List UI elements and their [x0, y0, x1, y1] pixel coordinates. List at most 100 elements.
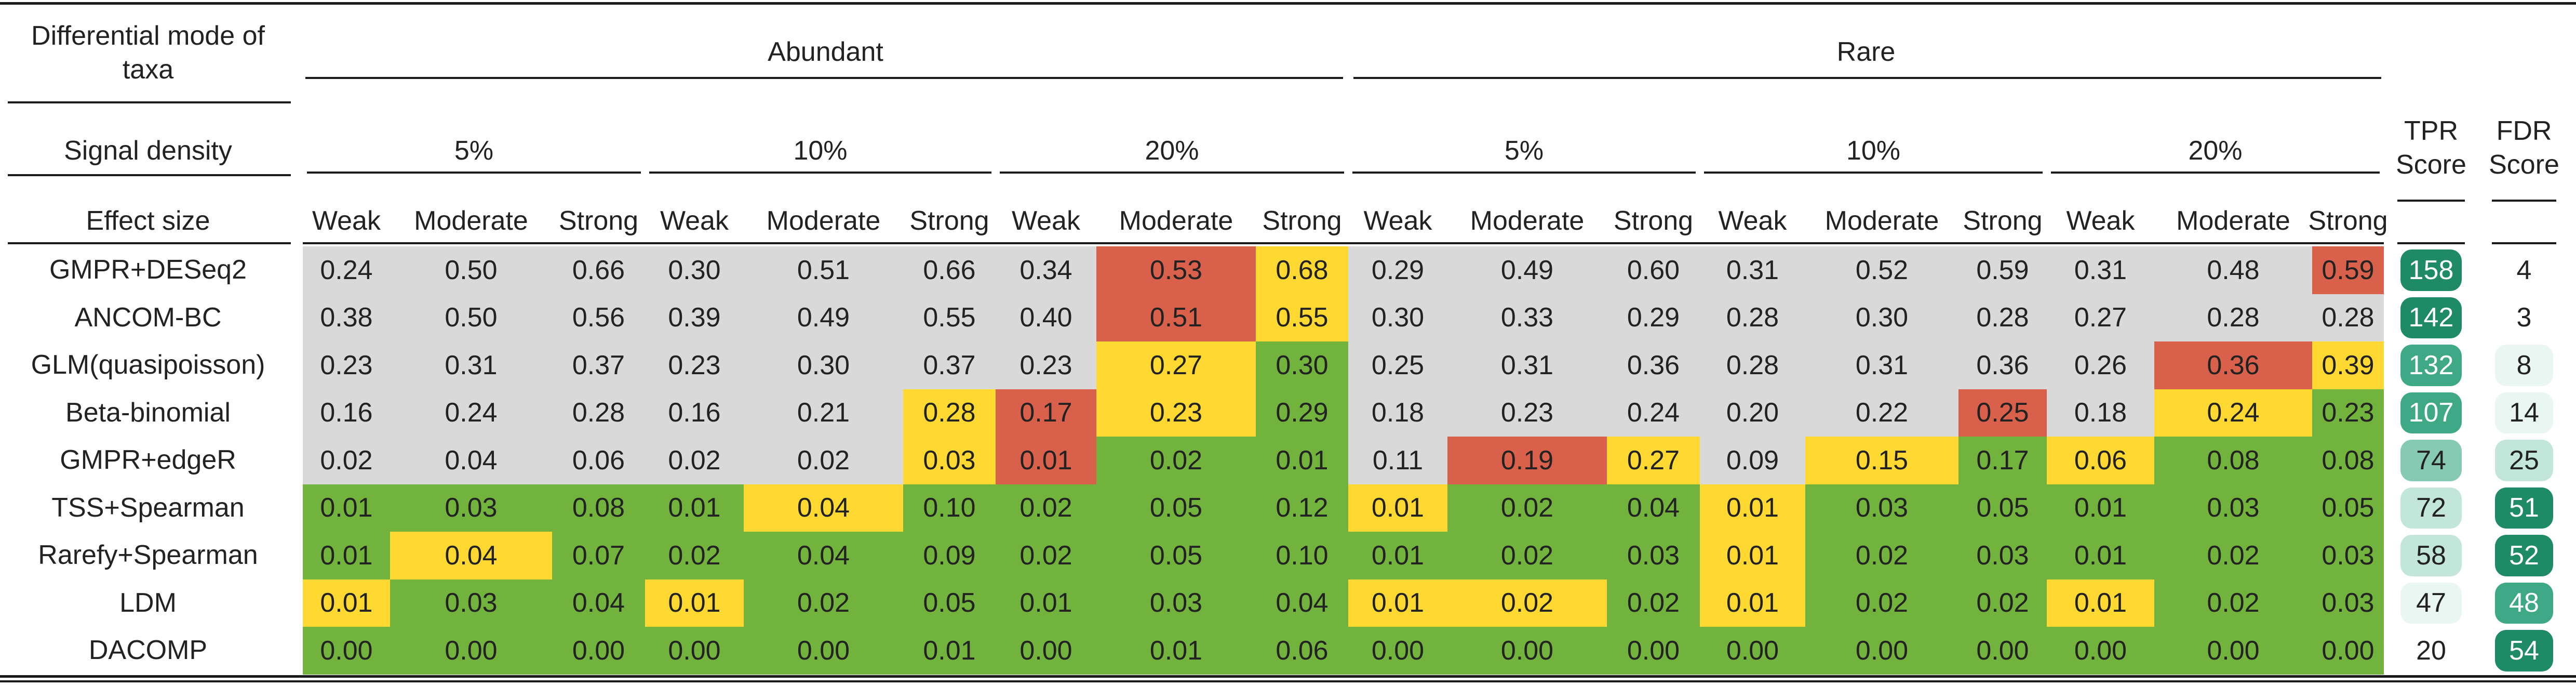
value-cell: 0.25 [1958, 389, 2047, 437]
density-rule-2 [649, 172, 991, 174]
effect-6: Strong [909, 205, 989, 236]
value-cell: 0.01 [1348, 532, 1447, 579]
fdr-score: 14 [2495, 392, 2553, 433]
value-cell: 0.03 [2312, 579, 2384, 627]
value-cell: 0.60 [1607, 246, 1700, 294]
tpr-score: 20 [2416, 635, 2446, 666]
effect-9: Strong [1262, 205, 1342, 236]
fdr-score: 25 [2495, 440, 2553, 481]
value-cell: 0.04 [744, 532, 903, 579]
value-cell: 0.24 [303, 246, 390, 294]
value-cell: 0.36 [1607, 341, 1700, 389]
label-rule-1 [8, 101, 291, 103]
value-cell: 0.00 [303, 627, 390, 675]
value-cell: 0.28 [552, 389, 645, 437]
value-cell: 0.23 [2312, 389, 2384, 437]
value-cell: 0.09 [903, 532, 996, 579]
value-cell: 0.66 [903, 246, 996, 294]
value-cell: 0.01 [1348, 579, 1447, 627]
density-4: 5% [1504, 135, 1544, 166]
value-cell: 0.03 [2312, 532, 2384, 579]
value-cell: 0.23 [303, 341, 390, 389]
value-cell: 0.02 [996, 532, 1096, 579]
value-cell: 0.02 [303, 437, 390, 484]
value-cell: 0.06 [2047, 437, 2154, 484]
value-cell: 0.30 [744, 341, 903, 389]
fdr-score: 48 [2495, 582, 2553, 624]
method-label: LDM [119, 587, 177, 618]
value-cell: 0.06 [552, 437, 645, 484]
value-cell: 0.29 [1256, 389, 1348, 437]
method-label: TSS+Spearman [51, 492, 245, 523]
value-cell: 0.51 [1096, 294, 1256, 341]
effect-15: Strong [1963, 205, 2043, 236]
value-cell: 0.02 [645, 532, 744, 579]
value-cell: 0.50 [390, 294, 552, 341]
density-2: 10% [793, 135, 848, 166]
value-cell: 0.01 [1700, 579, 1805, 627]
value-cell: 0.30 [1348, 294, 1447, 341]
value-cell: 0.01 [903, 627, 996, 675]
abundant-header: Abundant [768, 36, 883, 67]
value-cell: 0.01 [1700, 484, 1805, 532]
value-cell: 0.05 [1096, 484, 1256, 532]
value-cell: 0.27 [2047, 294, 2154, 341]
value-cell: 0.01 [1096, 627, 1256, 675]
tpr-rule-2 [2397, 242, 2465, 244]
fdr-score: 51 [2495, 487, 2553, 529]
value-cell: 0.16 [645, 389, 744, 437]
effect-2: Moderate [414, 205, 528, 236]
density-rule-1 [307, 172, 641, 174]
effect-17: Moderate [2176, 205, 2290, 236]
value-cell: 0.00 [1700, 627, 1805, 675]
tpr-rule [2397, 200, 2465, 202]
value-cell: 0.02 [1607, 579, 1700, 627]
effect-5: Moderate [766, 205, 881, 236]
value-cell: 0.00 [1805, 627, 1958, 675]
effect-3: Strong [558, 205, 639, 236]
value-cell: 0.24 [1607, 389, 1700, 437]
value-cell: 0.00 [2047, 627, 2154, 675]
value-cell: 0.00 [552, 627, 645, 675]
value-cell: 0.04 [390, 437, 552, 484]
value-cell: 0.28 [2312, 294, 2384, 341]
label-rule-2 [8, 174, 291, 176]
value-cell: 0.03 [2154, 484, 2312, 532]
value-cell: 0.28 [1700, 341, 1805, 389]
bottom-rule [0, 675, 2576, 678]
method-label: GMPR+edgeR [60, 445, 236, 476]
top-rule [0, 2, 2576, 5]
value-cell: 0.22 [1805, 389, 1958, 437]
value-cell: 0.04 [1256, 579, 1348, 627]
value-cell: 0.17 [996, 389, 1096, 437]
value-cell: 0.33 [1447, 294, 1607, 341]
value-cell: 0.31 [1447, 341, 1607, 389]
value-cell: 0.26 [2047, 341, 2154, 389]
method-label: Rarefy+Spearman [38, 540, 258, 571]
value-cell: 0.68 [1256, 246, 1348, 294]
density-5: 10% [1846, 135, 1901, 166]
value-cell: 0.00 [390, 627, 552, 675]
effect-header: Effect size [86, 205, 210, 236]
value-cell: 0.23 [645, 341, 744, 389]
value-cell: 0.28 [903, 389, 996, 437]
tpr-score: 47 [2400, 582, 2462, 624]
value-cell: 0.02 [1447, 532, 1607, 579]
value-cell: 0.01 [303, 579, 390, 627]
effect-13: Weak [1718, 205, 1787, 236]
effect-10: Weak [1363, 205, 1432, 236]
effect-4: Weak [660, 205, 729, 236]
fdr-rule-2 [2492, 242, 2556, 244]
fdr-score: 54 [2495, 630, 2553, 671]
density-6: 20% [2188, 135, 2243, 166]
effect-16: Weak [2066, 205, 2135, 236]
value-cell: 0.01 [645, 579, 744, 627]
value-cell: 0.18 [1348, 389, 1447, 437]
density-1: 5% [454, 135, 494, 166]
value-cell: 0.51 [744, 246, 903, 294]
value-cell: 0.30 [645, 246, 744, 294]
value-cell: 0.03 [390, 484, 552, 532]
value-cell: 0.31 [2047, 246, 2154, 294]
value-cell: 0.50 [390, 246, 552, 294]
